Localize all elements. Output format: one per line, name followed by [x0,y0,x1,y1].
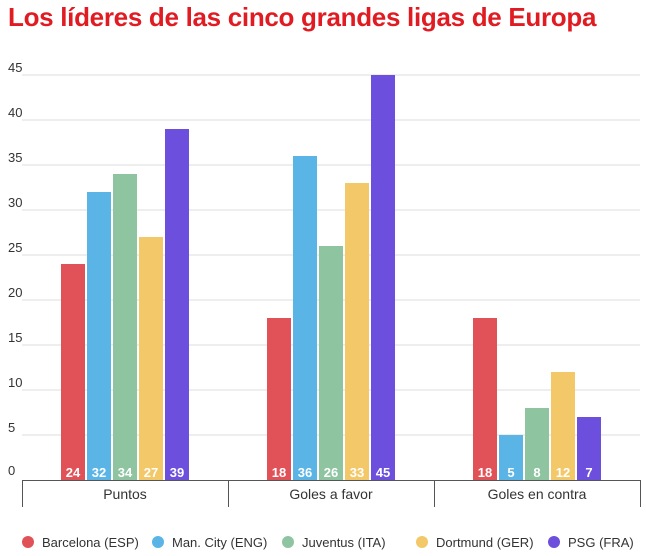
bar [473,318,497,480]
y-tick-label: 20 [8,285,22,300]
bar-data-label: 32 [92,465,106,480]
bar-data-label: 39 [170,465,184,480]
bar [61,264,85,480]
bar [267,318,291,480]
y-tick-label: 30 [8,195,22,210]
bar [139,237,163,480]
bar-data-label: 18 [272,465,286,480]
y-tick-label: 5 [8,420,15,435]
bar-data-label: 18 [478,465,492,480]
bar [577,417,601,480]
y-tick-label: 0 [8,463,15,478]
legend: Barcelona (ESP) Man. City (ENG) Juventus (… [22,535,634,550]
bar [499,435,523,480]
bars: 24 32 34 27 39 18 36 26 33 45 18 5 8 12 7 [61,75,601,480]
y-tick-label: 45 [8,60,22,75]
chart-title: Los líderes de las cinco grandes ligas d… [8,2,597,32]
x-category-label: Goles a favor [289,486,373,502]
bar-data-label: 12 [556,465,570,480]
legend-swatch [22,536,34,548]
y-tick-label: 10 [8,375,22,390]
legend-label: Barcelona (ESP) [42,535,139,550]
y-axis-ticks: 0 5 10 15 20 25 30 35 40 45 [8,60,22,478]
bar [113,174,137,480]
y-tick-label: 25 [8,240,22,255]
bar-data-label: 7 [585,465,592,480]
legend-swatch [548,536,560,548]
bar [345,183,369,480]
bar-data-label: 36 [298,465,312,480]
bar [165,129,189,480]
bar [293,156,317,480]
x-axis: Puntos Goles a favor Goles en contra [22,480,641,507]
y-tick-label: 35 [8,150,22,165]
bar-data-label: 8 [533,465,540,480]
bar [319,246,343,480]
bar-data-label: 24 [66,465,81,480]
bar-data-label: 26 [324,465,338,480]
y-tick-label: 40 [8,105,22,120]
legend-swatch [152,536,164,548]
legend-label: Juventus (ITA) [302,535,386,550]
legend-swatch [282,536,294,548]
bar [551,372,575,480]
legend-swatch [416,536,428,548]
bar-data-label: 45 [376,465,390,480]
legend-label: Man. City (ENG) [172,535,267,550]
bar-data-label: 27 [144,465,158,480]
x-category-label: Puntos [103,486,147,502]
bar [525,408,549,480]
legend-label: Dortmund (GER) [436,535,534,550]
legend-label: PSG (FRA) [568,535,634,550]
bar-data-label: 34 [118,465,133,480]
bar-data-label: 33 [350,465,364,480]
y-tick-label: 15 [8,330,22,345]
bar [87,192,111,480]
x-category-label: Goles en contra [488,486,587,502]
bar [371,75,395,480]
bar-data-label: 5 [507,465,514,480]
